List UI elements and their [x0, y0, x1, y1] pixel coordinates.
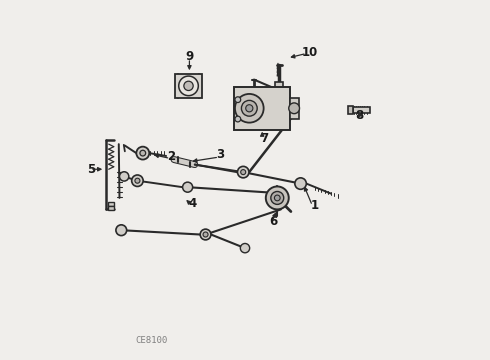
Circle shape	[203, 232, 208, 237]
Circle shape	[179, 76, 198, 96]
Circle shape	[184, 81, 193, 90]
Text: 8: 8	[356, 109, 364, 122]
Circle shape	[235, 116, 241, 122]
Bar	[175, 74, 202, 98]
Circle shape	[271, 192, 284, 204]
Bar	[348, 107, 353, 114]
Bar	[108, 206, 115, 210]
Bar	[353, 107, 370, 113]
Text: 3: 3	[216, 148, 224, 161]
Bar	[290, 98, 299, 119]
Text: 10: 10	[301, 46, 318, 59]
Bar	[234, 87, 290, 130]
Circle shape	[238, 166, 249, 178]
Text: 2: 2	[168, 150, 175, 163]
Circle shape	[295, 178, 306, 189]
Text: 5: 5	[87, 163, 96, 176]
Circle shape	[266, 186, 289, 210]
Circle shape	[289, 103, 299, 114]
Text: CE8100: CE8100	[136, 336, 168, 345]
Text: 7: 7	[261, 132, 269, 145]
Circle shape	[132, 175, 143, 186]
Circle shape	[235, 97, 241, 103]
Circle shape	[136, 147, 149, 159]
Circle shape	[135, 178, 140, 183]
Circle shape	[116, 225, 126, 235]
Circle shape	[241, 170, 245, 175]
Circle shape	[140, 150, 146, 156]
Circle shape	[245, 105, 253, 112]
Circle shape	[242, 100, 257, 116]
Text: 9: 9	[185, 50, 194, 63]
Circle shape	[235, 94, 264, 123]
Bar	[275, 82, 283, 89]
Text: 1: 1	[311, 199, 319, 212]
Circle shape	[274, 195, 280, 201]
Circle shape	[240, 243, 250, 253]
Circle shape	[120, 172, 129, 181]
Bar	[108, 202, 115, 206]
Text: 6: 6	[270, 215, 278, 228]
Circle shape	[183, 182, 193, 192]
Circle shape	[200, 229, 211, 240]
Text: 4: 4	[189, 197, 197, 210]
